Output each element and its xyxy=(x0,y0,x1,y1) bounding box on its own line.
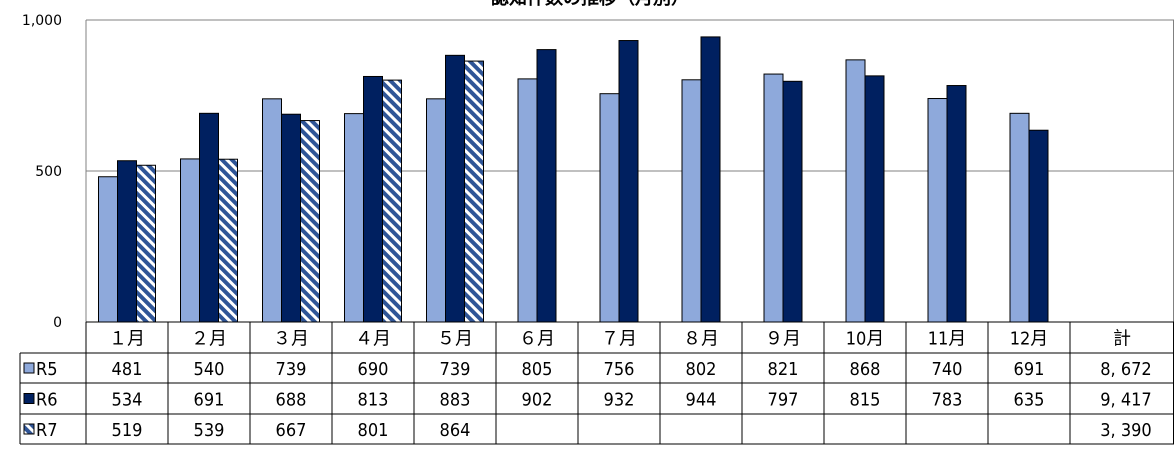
data-label: 740 xyxy=(932,359,963,380)
bar-r5 xyxy=(599,93,620,323)
bar-r6 xyxy=(700,36,721,323)
data-label: 797 xyxy=(768,390,799,411)
legend-label-r6: R6 xyxy=(36,390,58,411)
bar-r5 xyxy=(1009,112,1030,323)
bar-r5 xyxy=(98,176,118,323)
y-tick-label: 500 xyxy=(35,164,62,180)
legend-label-r5: R5 xyxy=(36,359,58,380)
category-label: ９月 xyxy=(765,329,801,350)
category-label: ７月 xyxy=(601,329,637,350)
bar-r5 xyxy=(262,98,282,323)
data-label: 691 xyxy=(194,390,225,411)
legend-key-r7 xyxy=(23,423,35,435)
chart-title: 認知件数の推移（月別） xyxy=(491,0,689,9)
bar-r6 xyxy=(618,40,639,323)
category-label: ３月 xyxy=(273,329,309,350)
data-label: 739 xyxy=(440,359,471,380)
bar-r5 xyxy=(517,78,538,323)
bar-r7 xyxy=(218,158,238,323)
data-label: 534 xyxy=(112,390,143,411)
total-value: 9, 417 xyxy=(1100,390,1152,411)
data-label: 821 xyxy=(768,359,799,380)
category-label: 12月 xyxy=(1010,329,1049,350)
bar-r7 xyxy=(464,60,484,323)
bar-r6 xyxy=(117,160,137,323)
legend-key-r6 xyxy=(23,393,35,404)
data-label: 688 xyxy=(276,390,307,411)
data-label: 932 xyxy=(604,390,635,411)
category-label: ８月 xyxy=(683,329,719,350)
data-label: 519 xyxy=(112,420,143,441)
y-tick-label: 0 xyxy=(53,315,62,331)
data-label: 690 xyxy=(358,359,389,380)
bar-r5 xyxy=(344,113,364,323)
category-label: ５月 xyxy=(437,329,473,350)
total-value: 8, 672 xyxy=(1100,359,1152,380)
total-header: 計 xyxy=(1113,329,1131,350)
data-label: 868 xyxy=(850,359,881,380)
bar-r6 xyxy=(782,80,803,323)
bar-r5 xyxy=(426,98,446,323)
data-label: 739 xyxy=(276,359,307,380)
data-label: 944 xyxy=(686,390,717,411)
data-label: 691 xyxy=(1014,359,1045,380)
category-label: 11月 xyxy=(928,329,967,350)
bar-r6 xyxy=(946,85,967,323)
legend-label-r7: R7 xyxy=(36,420,58,441)
y-tick-label: 1,000 xyxy=(22,13,62,29)
bar-r6 xyxy=(445,54,465,323)
data-label: 902 xyxy=(522,390,553,411)
data-label: 864 xyxy=(440,420,471,441)
bar-r5 xyxy=(927,98,948,323)
category-label: 10月 xyxy=(846,329,885,350)
bar-r6 xyxy=(199,112,219,323)
bar-r7 xyxy=(382,79,402,323)
data-label: 801 xyxy=(358,420,389,441)
bar-r6 xyxy=(363,75,383,323)
bar-r5 xyxy=(681,79,702,323)
data-label: 813 xyxy=(358,390,389,411)
bar-r5 xyxy=(845,59,866,323)
legend-key-r5 xyxy=(23,362,35,374)
data-label: 883 xyxy=(440,390,471,411)
bar-r7 xyxy=(300,120,320,323)
bar-r5 xyxy=(763,73,784,323)
total-value: 3, 390 xyxy=(1100,420,1152,441)
category-label: ２月 xyxy=(191,329,227,350)
category-label: １月 xyxy=(109,329,145,350)
data-table: １月 ２月 ３月 ４月 ５月 ６月 ７月 ８月 ９月 10月 11月 12月 計 R5 481 540 739 6… xyxy=(19,321,1174,445)
data-label: 635 xyxy=(1014,390,1045,411)
bar-r5 xyxy=(180,158,200,323)
plot-area: 0 500 1,000 xyxy=(22,13,1174,331)
data-label: 815 xyxy=(850,390,881,411)
bar-r6 xyxy=(536,49,557,323)
data-label: 481 xyxy=(112,359,143,380)
category-label: ６月 xyxy=(519,329,555,350)
data-label: 540 xyxy=(194,359,225,380)
bar-r7 xyxy=(136,164,156,323)
bar-r6 xyxy=(1028,129,1049,323)
bar-r6 xyxy=(281,113,301,323)
category-label: ４月 xyxy=(355,329,391,350)
data-label: 805 xyxy=(522,359,553,380)
data-label: 539 xyxy=(194,420,225,441)
data-label: 783 xyxy=(932,390,963,411)
data-label: 667 xyxy=(276,420,307,441)
bar-r6 xyxy=(864,75,885,323)
data-label: 802 xyxy=(686,359,717,380)
data-label: 756 xyxy=(604,359,635,380)
